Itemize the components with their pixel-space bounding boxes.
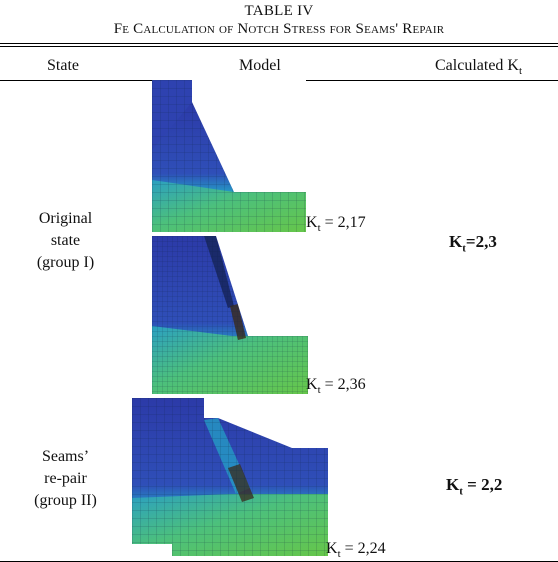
state-line: state xyxy=(50,232,81,249)
fe-mesh-image xyxy=(152,236,308,394)
state-original: Original state (group I) xyxy=(18,208,113,274)
fe-mesh-image xyxy=(152,80,306,232)
kt-value: = 2,24 xyxy=(340,540,386,557)
header-model: Model xyxy=(239,57,281,74)
state-line: (group II) xyxy=(34,492,97,509)
result-kt-group-1: Kt=2,3 xyxy=(449,232,497,254)
header-calc-sub: t xyxy=(518,65,523,78)
kt-main: K xyxy=(449,232,463,251)
top-rule-double xyxy=(0,46,558,47)
header-state: State xyxy=(47,57,79,74)
state-line: Original xyxy=(38,210,93,227)
table-number: TABLE IV xyxy=(244,3,314,19)
kt-value: = 2,17 xyxy=(320,214,366,231)
kt-sub: t xyxy=(459,485,463,498)
fe-mesh-image xyxy=(132,398,328,556)
kt-sub: t xyxy=(317,384,321,397)
model-kt-label: Kt = 2,24 xyxy=(326,540,386,560)
state-repair: Seams’ re-pair (group II) xyxy=(18,446,113,512)
top-rule xyxy=(0,43,558,44)
kt-main: K xyxy=(306,214,318,231)
kt-sub: t xyxy=(317,222,321,235)
result-kt-group-2: Kt = 2,2 xyxy=(446,475,502,497)
model-kt-label: Kt = 2,17 xyxy=(306,214,366,234)
table-caption: Fe Calculation of Notch Stress for Seams… xyxy=(113,21,445,37)
kt-value: = 2,2 xyxy=(462,475,503,494)
kt-value: =2,3 xyxy=(465,232,497,251)
header-calc-main: Calculated K xyxy=(435,57,519,74)
model-kt-label: Kt = 2,36 xyxy=(306,376,366,396)
kt-main: K xyxy=(326,540,338,557)
kt-main: K xyxy=(446,475,460,494)
kt-main: K xyxy=(306,376,318,393)
kt-value: = 2,36 xyxy=(320,376,366,393)
kt-sub: t xyxy=(337,548,341,561)
state-line: re-pair xyxy=(44,470,87,487)
state-line: Seams’ xyxy=(41,448,90,465)
header-calculated-kt: Calculated Kt xyxy=(435,57,522,77)
kt-sub: t xyxy=(462,242,466,255)
state-line: (group I) xyxy=(36,254,95,271)
